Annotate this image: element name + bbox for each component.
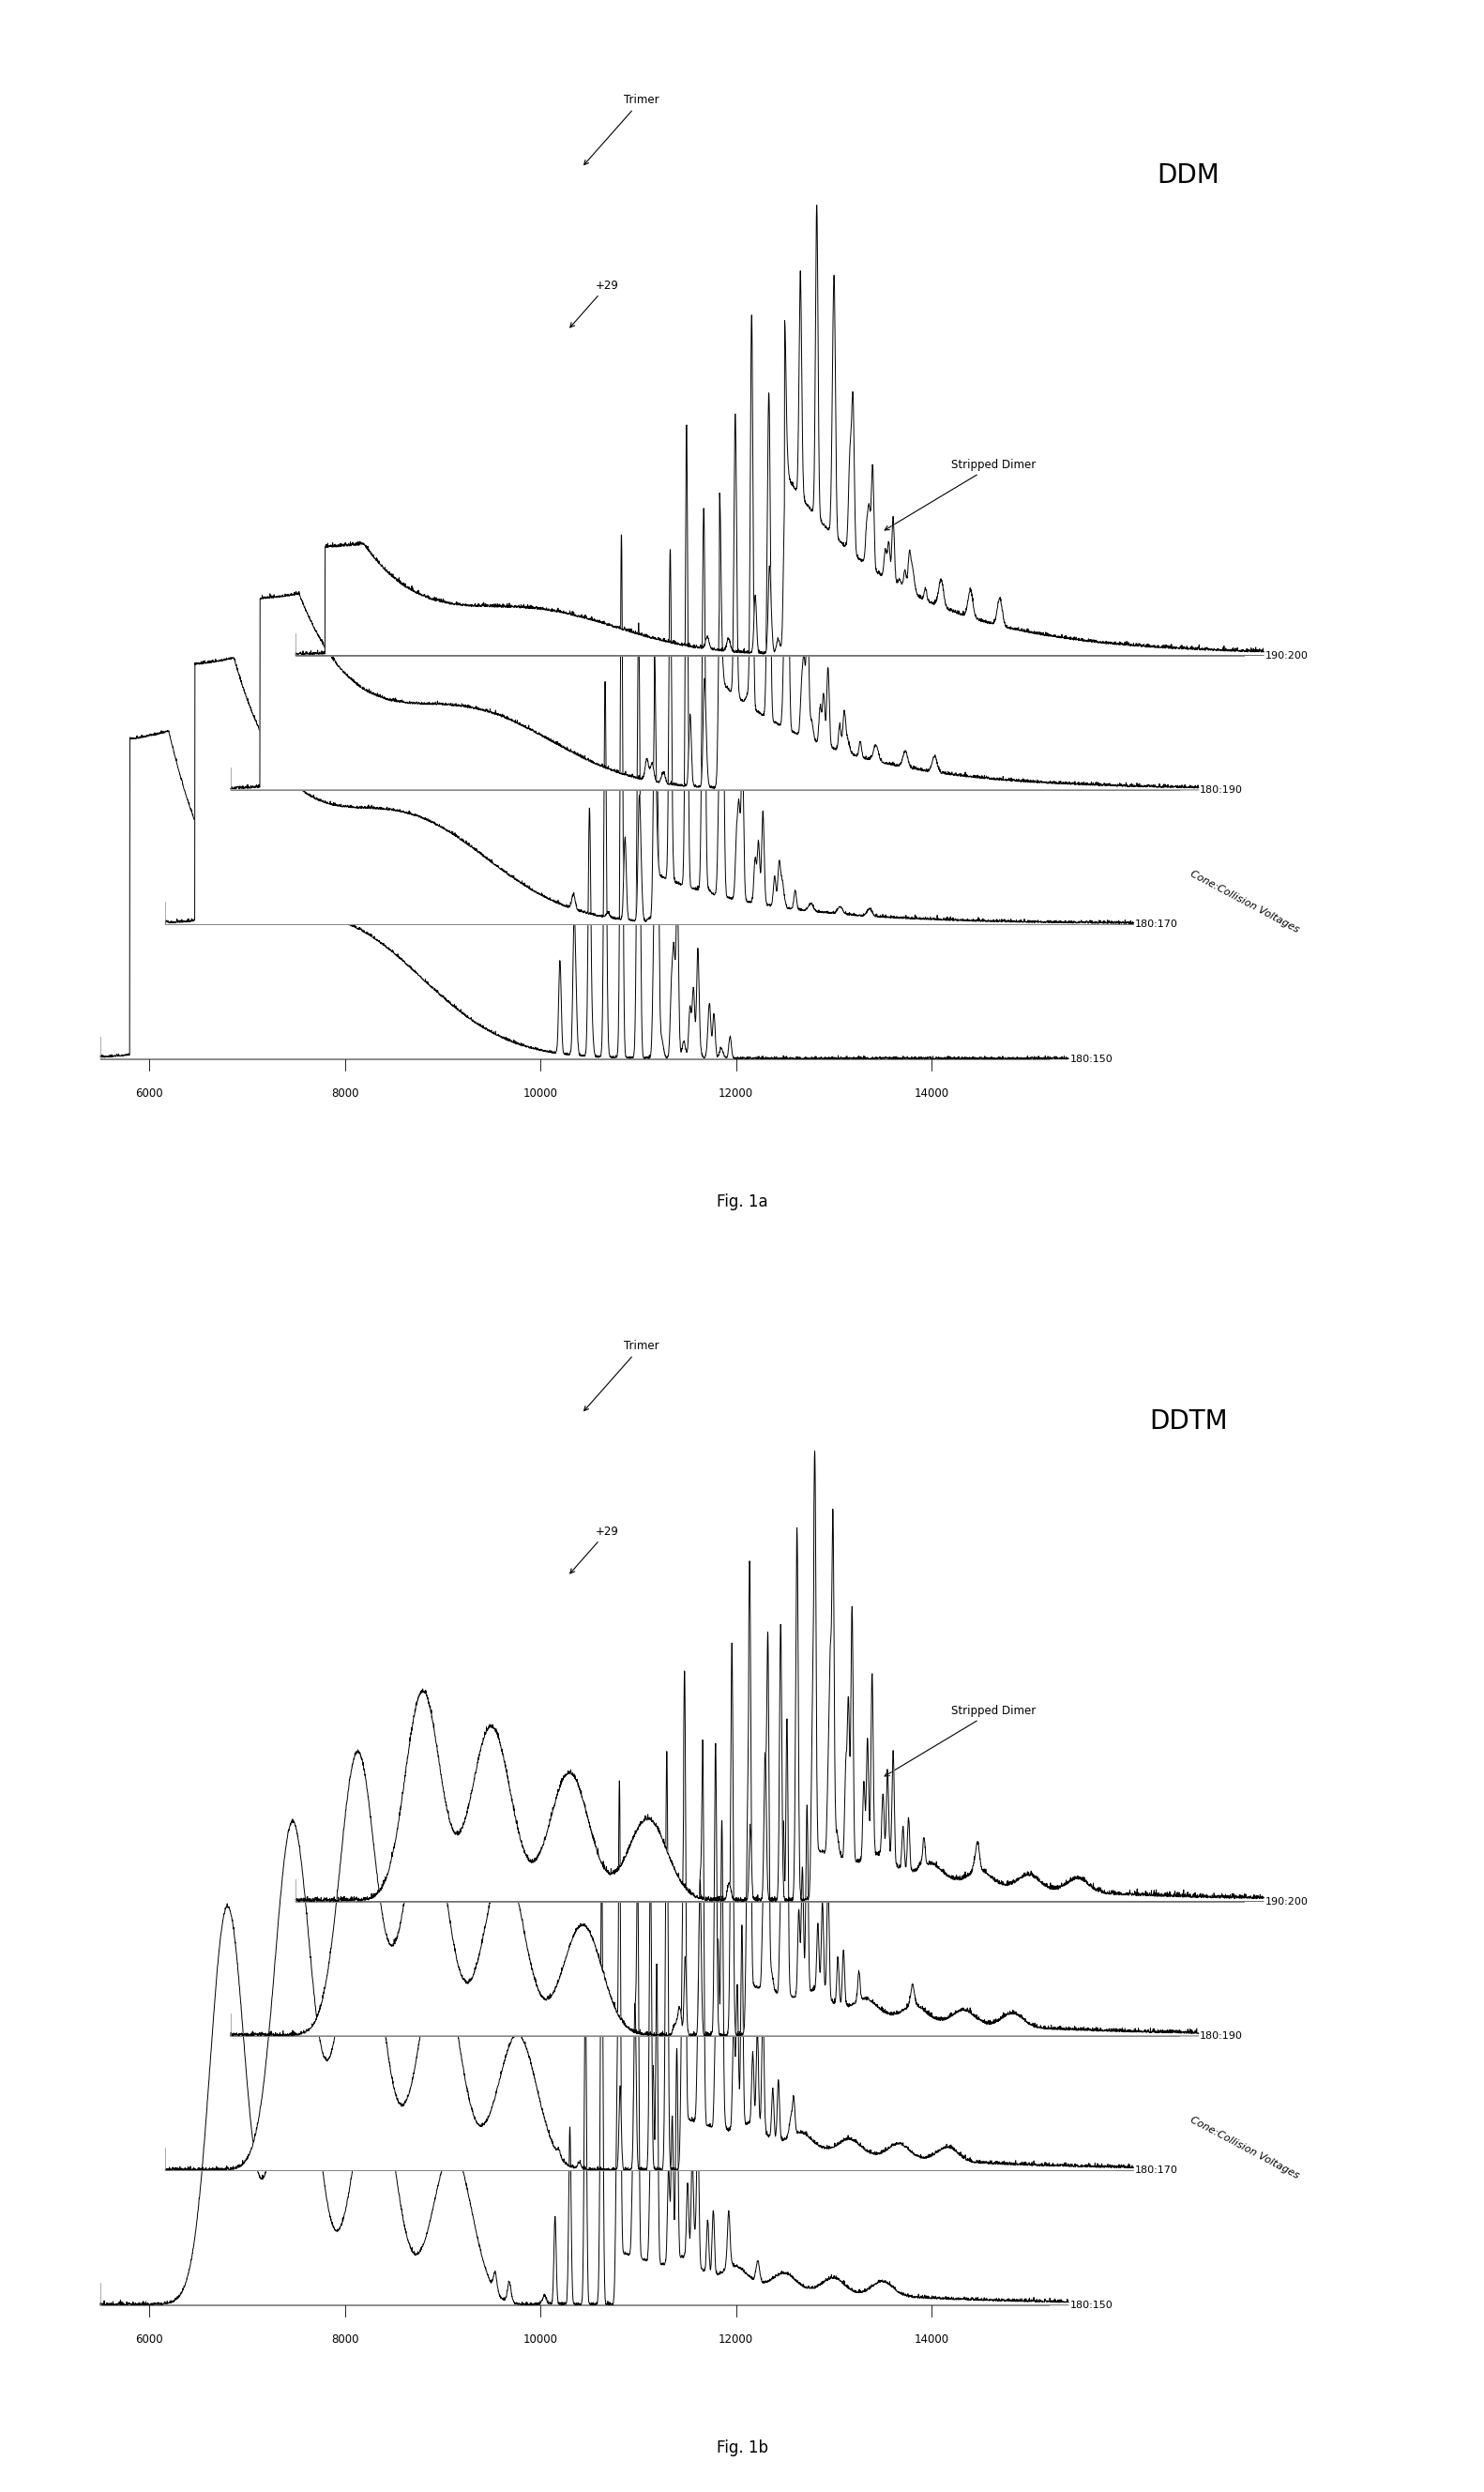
Polygon shape [101,536,1068,1059]
Polygon shape [230,1560,1199,2036]
Text: Trimer: Trimer [585,95,659,164]
Text: Cone:Collision Voltages: Cone:Collision Voltages [1189,870,1300,934]
Text: 190:200: 190:200 [1264,1896,1307,1906]
Text: Trimer: Trimer [585,1341,659,1410]
Polygon shape [101,1782,1068,2305]
Polygon shape [295,204,1264,655]
Text: 14000: 14000 [914,1087,948,1099]
Text: 180:150: 180:150 [1070,2300,1113,2310]
Text: Stripped Dimer: Stripped Dimer [884,459,1036,531]
Text: 10000: 10000 [522,2333,558,2345]
Text: 14000: 14000 [914,2333,948,2345]
Polygon shape [295,1450,1264,1901]
Text: 190:200: 190:200 [1264,650,1307,660]
Text: 180:190: 180:190 [1201,785,1244,795]
Text: 180:170: 180:170 [1135,920,1178,930]
Text: DDTM: DDTM [1149,1408,1227,1435]
Text: Stripped Dimer: Stripped Dimer [884,1705,1036,1777]
Text: 180:150: 180:150 [1070,1054,1113,1064]
Text: 12000: 12000 [718,1087,754,1099]
Text: 6000: 6000 [135,1087,163,1099]
Text: +29: +29 [570,1525,619,1572]
Text: 6000: 6000 [135,2333,163,2345]
Text: 180:190: 180:190 [1201,2031,1244,2041]
Polygon shape [165,426,1134,925]
Polygon shape [230,314,1199,790]
Polygon shape [165,1672,1134,2171]
Text: Cone:Collision Voltages: Cone:Collision Voltages [1189,2116,1300,2180]
Text: +29: +29 [570,279,619,326]
Text: DDM: DDM [1158,162,1220,189]
Text: Fig. 1b: Fig. 1b [717,2440,767,2457]
Text: 8000: 8000 [331,1087,359,1099]
Text: 12000: 12000 [718,2333,754,2345]
Text: 180:170: 180:170 [1135,2166,1178,2176]
Text: 10000: 10000 [522,1087,558,1099]
Text: Fig. 1a: Fig. 1a [717,1194,767,1211]
Text: 8000: 8000 [331,2333,359,2345]
